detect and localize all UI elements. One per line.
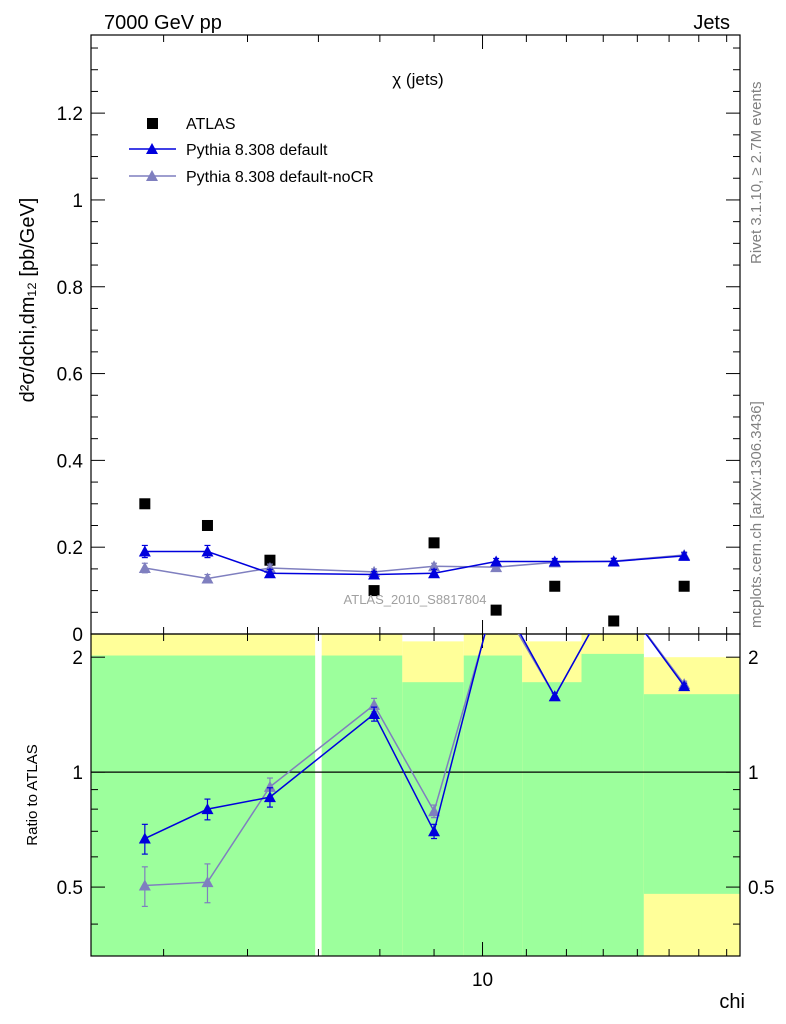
inner-band-0 <box>91 655 316 956</box>
ratio-nocr-point <box>263 780 276 792</box>
energy-label: 7000 GeV pp <box>104 12 222 34</box>
ratio-y-tick-label: 0.5 <box>57 878 83 899</box>
ratio-nocr-point <box>490 590 502 601</box>
legend-atlas-label: ATLAS <box>186 116 236 133</box>
default-point <box>678 549 691 561</box>
ratio-y-axis-label: Ratio to ATLAS <box>24 744 41 845</box>
main-y-tick-label: 0.6 <box>57 365 83 386</box>
atlas-point <box>549 580 561 592</box>
ratio-default-point <box>490 584 502 595</box>
inner-band-3 <box>463 655 523 956</box>
legend-default-label: Pythia 8.308 default <box>186 142 328 159</box>
main-y-axis-label: d²σ/dchi,dm₁₂ [pb/GeV] <box>17 198 39 403</box>
atlas-point <box>139 498 151 510</box>
ratio-nocr-point <box>138 879 151 891</box>
ratio-default-point <box>368 707 381 719</box>
inner-band-2 <box>402 682 464 956</box>
main-y-tick-label: 0.8 <box>57 278 83 299</box>
ratio-default-point <box>263 791 276 803</box>
ratio-y-tick-label: 2 <box>72 648 83 669</box>
ratio-default-point <box>138 832 151 844</box>
nocr-point <box>428 560 441 572</box>
default-point <box>263 567 276 579</box>
ratio-default-point <box>678 680 691 692</box>
default-point <box>548 555 561 567</box>
atlas-point <box>428 537 440 549</box>
process-label: Jets <box>693 12 730 34</box>
legend-default-marker <box>146 143 158 154</box>
ratio-y-tick-label-right: 2 <box>748 648 759 669</box>
ratio-bands <box>91 634 740 956</box>
default-point <box>368 568 381 580</box>
main-y-tick-label: 0.4 <box>57 451 84 472</box>
ratio-default-point <box>201 803 214 815</box>
ratio-y-tick-label-right: 1 <box>748 763 759 784</box>
default-point <box>490 555 503 567</box>
ratio-y-tick-label-right: 0.5 <box>748 878 774 899</box>
default-point <box>428 567 441 579</box>
default-point <box>201 545 214 557</box>
rivet-label: Rivet 3.1.10, ≥ 2.7M events <box>748 82 765 265</box>
x-axis-label: chi <box>719 991 745 1013</box>
atlas-point <box>490 604 502 616</box>
legend-nocr-marker <box>146 170 158 181</box>
atlas-point <box>608 615 620 627</box>
ratio-default-point <box>548 690 561 702</box>
default-point <box>607 555 620 567</box>
mcplots-label: mcplots.cern.ch [arXiv:1306.3436] <box>748 401 765 628</box>
ratio-axis: 0.5 0.5 1 1 2 2 10 <box>57 634 774 991</box>
analysis-watermark: ATLAS_2010_S8817804 <box>344 592 487 607</box>
ratio-nocr-point <box>428 805 441 817</box>
main-y-tick-label: 1 <box>72 191 83 212</box>
legend: ATLAS Pythia 8.308 default Pythia 8.308 … <box>129 116 374 186</box>
main-y-tick-label: 1.2 <box>57 104 83 125</box>
atlas-point <box>678 580 690 592</box>
legend-atlas-marker <box>147 118 158 129</box>
main-y-tick-label: 0.2 <box>57 538 83 559</box>
ratio-nocr-point <box>608 584 620 595</box>
inner-band-4 <box>522 682 582 956</box>
default-line <box>144 550 685 576</box>
ratio-data <box>138 584 691 908</box>
inner-band-5 <box>581 653 644 956</box>
ratio-plot-frame <box>90 633 741 957</box>
plot-title: χ (jets) <box>392 70 443 89</box>
x-tick-label: 10 <box>472 970 493 991</box>
atlas-point <box>368 585 380 597</box>
ratio-default-point <box>608 584 620 595</box>
nocr-point <box>201 572 214 584</box>
main-data <box>138 498 691 627</box>
atlas-point <box>201 519 213 531</box>
main-axis: 0 0.2 0.4 0.6 0.8 1 1.2 <box>57 35 740 646</box>
inner-band-1 <box>321 655 403 956</box>
legend-nocr-label: Pythia 8.308 default-noCR <box>186 169 374 186</box>
nocr-point <box>490 561 503 573</box>
default-point <box>138 545 151 557</box>
nocr-point <box>138 562 151 574</box>
ratio-default-point <box>428 825 441 837</box>
main-y-tick-label: 0 <box>72 625 83 646</box>
inner-band-6 <box>643 694 740 894</box>
ratio-y-tick-label: 1 <box>72 763 83 784</box>
ratio-nocr-point <box>201 876 214 888</box>
atlas-point <box>264 554 276 566</box>
